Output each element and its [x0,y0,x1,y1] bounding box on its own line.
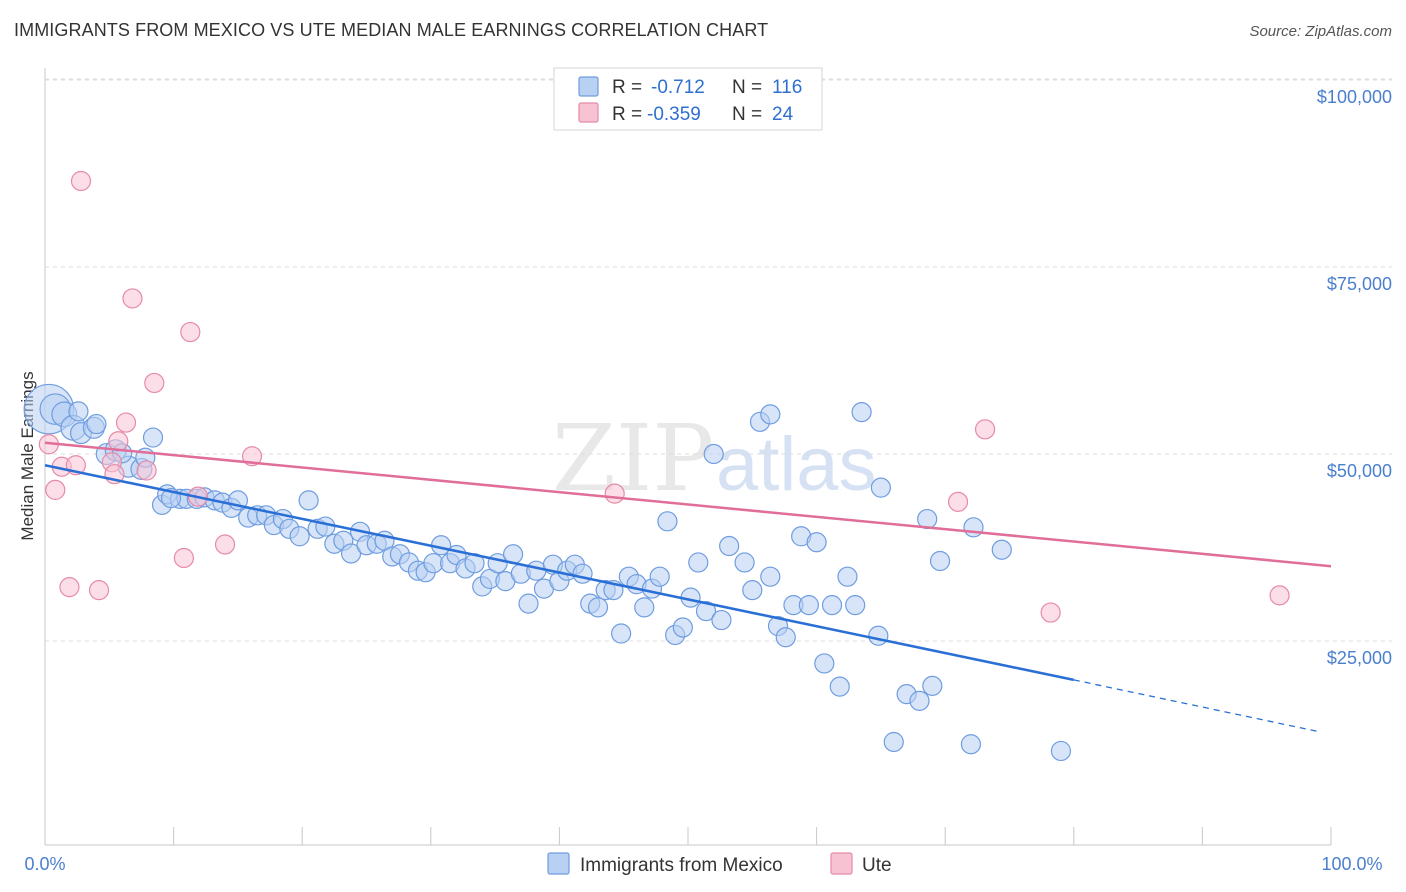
data-point-mexico [806,532,827,553]
data-point-ute [1040,602,1061,623]
data-point-mexico [340,543,362,564]
data-point-mexico [703,443,724,465]
data-point-ute [45,479,66,501]
series-legend-swatch-blue [547,852,570,875]
data-point-mexico [711,609,732,631]
gridlines [45,78,1392,642]
data-point-mexico [298,490,319,511]
legend-r-label-2: R = [612,104,642,125]
data-point-mexico [760,404,781,425]
data-point-ute [1269,585,1290,606]
data-point-mexico [821,594,843,616]
stats-legend: R = -0.712 N = 116 R = -0.359 N = 24 [553,67,823,131]
data-point-mexico [742,580,763,601]
series-legend: Immigrants from Mexico Ute [547,852,892,876]
data-point-ute [947,491,969,512]
x-tick-label-max: 100.0% [1321,854,1382,874]
data-point-mexico [829,676,850,697]
y-tick-label: $25,000 [1327,648,1392,668]
trend-line-mexico [44,463,1075,682]
data-point-mexico [611,623,632,644]
data-point-mexico [587,597,609,618]
data-point-ute [70,170,92,192]
series-immigrants-from-mexico [23,383,1072,762]
trend-line-mexico-extension [1073,679,1319,733]
data-point-ute [115,412,137,433]
data-point-mexico [963,517,984,538]
data-point-mexico [960,734,982,755]
y-tick-label: $50,000 [1327,461,1392,481]
data-point-mexico [851,402,872,423]
stats-legend-box [553,67,823,131]
data-point-mexico [572,563,593,584]
x-ticks [44,827,1332,845]
series-legend-swatch-pink [830,852,853,875]
data-point-mexico [909,690,930,711]
trend-lines [44,441,1332,733]
series-ute [38,170,1290,623]
data-point-mexico [883,731,904,753]
data-point-mexico [634,597,655,618]
y-tick-label: $100,000 [1317,87,1392,107]
legend-swatch-blue [578,76,599,97]
trend-line-ute [44,441,1332,568]
legend-r-value-2: -0.359 [647,104,701,125]
data-point-ute [173,547,194,569]
data-point-ute [180,321,201,343]
data-point-mexico [672,617,693,638]
data-point-mexico [657,511,678,532]
data-point-ute [136,460,157,481]
data-point-mexico [991,539,1012,560]
watermark-atlas: atlas [716,422,877,507]
data-point-mexico [688,552,709,573]
data-point-mexico [775,627,796,648]
legend-swatch-pink [578,102,599,123]
data-point-mexico [814,653,835,674]
data-point-mexico [734,552,755,573]
data-point-mexico [760,566,781,587]
legend-n-value-1: 116 [772,77,802,98]
data-point-mexico [695,600,717,622]
x-tick-label-min: 0.0% [24,854,65,874]
data-point-ute [214,534,236,555]
data-point-mexico [518,593,539,614]
data-point-mexico [798,594,819,616]
data-point-mexico [315,516,336,537]
data-point-mexico [719,535,740,557]
data-point-ute [604,483,625,504]
data-point-mexico [649,566,670,587]
watermark-zip: ZIP [552,405,714,512]
data-point-mexico [922,675,943,696]
data-point-mexico [868,625,889,646]
data-point-mexico [68,401,89,422]
data-point-ute [122,288,143,309]
data-point-mexico [142,427,164,448]
data-point-ute [974,419,996,440]
legend-r-label-1: R = [612,77,642,98]
source-label: Source: ZipAtlas.com [1249,23,1392,40]
series-legend-label-2: Ute [862,855,892,876]
legend-n-label-1: N = [732,77,762,98]
legend-n-label-2: N = [732,104,762,125]
data-point-mexico [845,594,866,616]
chart-title: IMMIGRANTS FROM MEXICO VS UTE MEDIAN MAL… [14,20,769,40]
data-point-mexico [1050,740,1072,762]
legend-r-value-1: -0.712 [651,77,705,98]
data-point-ute [88,580,110,601]
data-point-mexico [929,550,951,572]
legend-n-value-2: 24 [772,104,794,125]
series-legend-label-1: Immigrants from Mexico [580,855,783,876]
y-tick-label: $75,000 [1327,274,1392,294]
data-point-mexico [837,566,858,587]
y-tick-labels: $25,000 $50,000 $75,000 $100,000 [1317,87,1392,668]
data-point-ute [144,372,165,394]
data-point-mexico [289,526,310,547]
data-point-mexico [86,413,107,435]
data-point-ute [59,577,80,598]
data-point-mexico [870,477,892,498]
